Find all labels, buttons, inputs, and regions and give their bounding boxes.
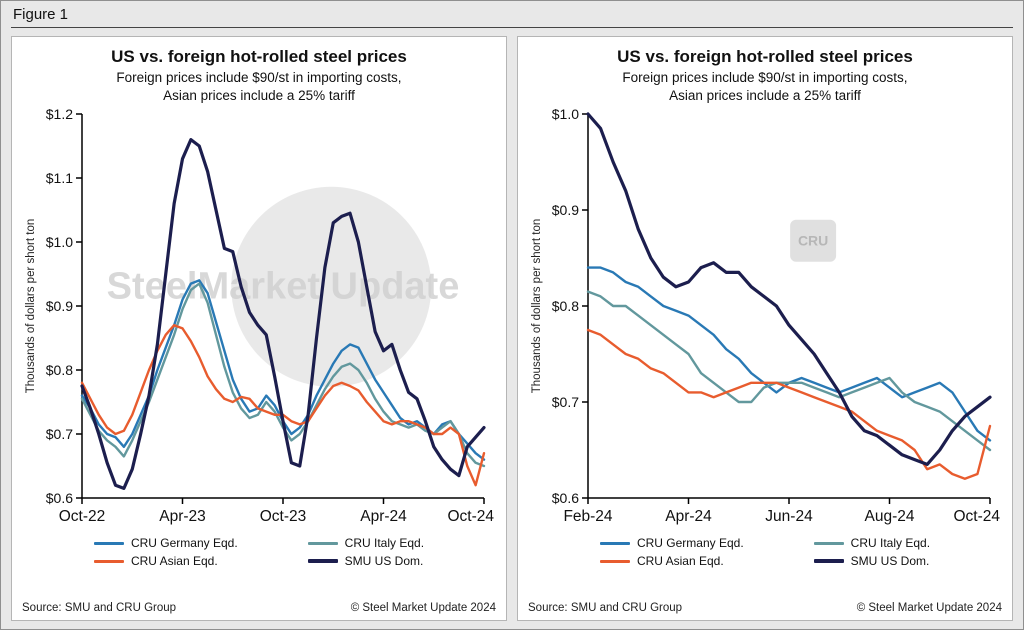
chart-panel-left: US vs. foreign hot-rolled steel prices F… [11,36,507,621]
source-text: Source: SMU and CRU Group [528,602,683,614]
watermark-cru-text: CRU [798,233,828,249]
chart-subtitle-right: Foreign prices include $90/st in importi… [622,70,908,103]
y-tick-label: $0.8 [46,362,73,378]
y-tick-label: $1.0 [46,234,73,250]
series-line-smu-us-dom [80,138,486,491]
legend-left: CRU Germany Eqd. CRU Italy Eqd. CRU Asian … [20,536,498,568]
chart-area-left: SteelMarket Update $0.6 $0.7 $0.8 $0.9 $1.0 $1… [20,106,498,532]
y-tick-label: $1.2 [46,106,73,122]
y-axis-title: Thousands of dollars per short ton [25,219,37,394]
legend-swatch [599,559,630,563]
chart-panels: US vs. foreign hot-rolled steel prices F… [11,36,1013,621]
legend-right: CRU Germany Eqd. CRU Italy Eqd. CRU Asian … [526,536,1004,568]
legend-swatch [307,559,338,564]
series-line-cru-italy-eqd [586,290,992,452]
watermark-text: SteelMarket Update [107,265,460,307]
x-tick-label: Feb-24 [563,508,612,525]
chart-subtitle-left: Foreign prices include $90/st in importi… [116,70,402,103]
y-tick-label: $0.9 [46,298,73,314]
legend-swatch [93,541,124,545]
chart-title-right: US vs. foreign hot-rolled steel prices [617,47,913,66]
legend-item-cru-asian-eqd: CRU Asian Eqd. [93,554,238,569]
panel-footer-left: Source: SMU and CRU Group © Steel Market… [20,598,498,614]
legend-item-cru-germany-eqd: CRU Germany Eqd. [599,536,744,551]
x-tick-label: Aug-24 [865,508,915,525]
legend-label: CRU Germany Eqd. [130,536,238,551]
source-text: Source: SMU and CRU Group [22,602,177,614]
legend-item-cru-italy-eqd: CRU Italy Eqd. [307,536,425,551]
watermark-cru-box [790,219,837,262]
x-tick-label: Oct-24 [447,508,494,525]
legend-swatch [307,541,338,545]
y-tick-label: $0.6 [552,490,579,506]
chart-panel-right: US vs. foreign hot-rolled steel prices F… [517,36,1013,621]
x-tick-label: Apr-23 [159,508,206,525]
copyright-text: © Steel Market Update 2024 [350,602,496,614]
legend-swatch [93,559,124,563]
chart-svg-left: SteelMarket Update $0.6 $0.7 $0.8 $0.9 $1.0 $1… [25,106,494,525]
series-line-smu-us-dom [586,112,992,467]
legend-label: SMU US Dom. [850,554,930,569]
watermark-circle [231,186,432,387]
x-tick-label: Oct-23 [260,508,307,525]
legend-label: CRU Italy Eqd. [344,536,425,551]
chart-svg-right: CRU $0.6 $0.7 $0.8 $0.9 $1.0 Feb-24 Apr-24 Jun-2… [531,106,1000,525]
y-tick-label: $0.7 [552,394,579,410]
legend-swatch [599,541,630,545]
x-tick-label: Jun-24 [765,508,813,525]
figure-header: Figure 1 [11,1,1013,28]
figure-label: Figure 1 [13,6,69,23]
legend-label: CRU Asian Eqd. [636,554,724,569]
legend-item-cru-asian-eqd: CRU Asian Eqd. [599,554,744,569]
y-tick-label: $0.9 [552,202,579,218]
series-line-cru-asian-eqd [586,328,992,481]
chart-title-left: US vs. foreign hot-rolled steel prices [111,47,407,66]
legend-label: SMU US Dom. [344,554,424,569]
legend-swatch [813,559,844,564]
legend-item-smu-us-dom: SMU US Dom. [307,554,424,569]
chart-area-right: CRU $0.6 $0.7 $0.8 $0.9 $1.0 Feb-24 Apr-24 Jun-2… [526,106,1004,532]
x-tick-label: Apr-24 [360,508,407,525]
y-tick-label: $0.8 [552,298,579,314]
copyright-text: © Steel Market Update 2024 [856,602,1002,614]
legend-item-cru-italy-eqd: CRU Italy Eqd. [813,536,931,551]
legend-swatch [813,541,844,545]
y-tick-label: $0.7 [46,426,73,442]
legend-item-cru-germany-eqd: CRU Germany Eqd. [93,536,238,551]
x-tick-label: Oct-24 [953,508,1000,525]
x-tick-label: Oct-22 [59,508,106,525]
legend-label: CRU Asian Eqd. [130,554,218,569]
y-tick-label: $0.6 [46,490,73,506]
legend-label: CRU Italy Eqd. [850,536,931,551]
legend-label: CRU Germany Eqd. [636,536,744,551]
y-tick-label: $1.0 [552,106,579,122]
panel-footer-right: Source: SMU and CRU Group © Steel Market… [526,598,1004,614]
series-line-cru-germany-eqd [586,266,992,442]
y-tick-label: $1.1 [46,170,73,186]
x-tick-label: Apr-24 [665,508,712,525]
y-axis-title: Thousands of dollars per short ton [531,219,543,394]
legend-item-smu-us-dom: SMU US Dom. [813,554,930,569]
